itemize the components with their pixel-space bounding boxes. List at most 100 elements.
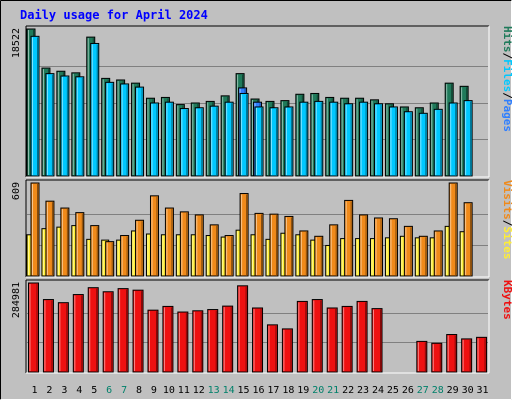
- bar-files-24-body: [374, 103, 384, 177]
- bar-visits-16-body: [254, 212, 264, 277]
- bar-visits-10-body: [164, 207, 174, 277]
- legend-kbytes: KBytes: [501, 280, 512, 320]
- bar-kbytes-24-body: [371, 308, 383, 373]
- bar-visits-29-body: [448, 182, 458, 277]
- bar-visits-14: [224, 235, 234, 277]
- bar-kbytes-15-body: [237, 285, 249, 373]
- bar-visits-9-body: [149, 195, 159, 277]
- bar-kbytes-19-body: [296, 300, 308, 373]
- bar-files-23-body: [359, 101, 369, 177]
- chart-panels: 18522Hits/Files/Pages609Visits/Sites2849…: [11, 25, 512, 396]
- bar-visits-15: [239, 193, 249, 277]
- bar-kbytes-31-body: [476, 336, 488, 373]
- bar-kbytes-1-body: [28, 282, 39, 373]
- x-tick-label-day-3: 3: [61, 385, 67, 396]
- bar-visits-16: [254, 212, 264, 277]
- x-tick-label-day-13: 13: [208, 385, 220, 396]
- bar-visits-20: [314, 235, 324, 277]
- x-tick-label-day-23: 23: [357, 385, 369, 396]
- bar-visits-6: [105, 241, 115, 277]
- bar-files-18: [284, 106, 294, 177]
- bar-kbytes-14-body: [222, 305, 234, 373]
- bar-visits-26: [403, 225, 413, 277]
- bar-visits-8: [135, 219, 145, 277]
- bar-kbytes-7-body: [117, 288, 129, 373]
- x-tick-label-day-29: 29: [447, 385, 459, 396]
- bar-files-6-body: [105, 81, 115, 177]
- bar-files-27: [418, 112, 428, 177]
- bar-kbytes-28: [431, 342, 443, 373]
- y-max-label: 18522: [11, 28, 22, 58]
- x-tick-label-day-16: 16: [252, 385, 264, 396]
- x-tick-label-day-12: 12: [193, 385, 205, 396]
- x-tick-label-day-26: 26: [402, 385, 414, 396]
- bar-files-22: [344, 103, 354, 177]
- bar-visits-25-body: [388, 218, 398, 277]
- bar-visits-17-body: [269, 213, 279, 277]
- bar-visits-24-body: [374, 217, 384, 277]
- bar-kbytes-19: [296, 300, 308, 373]
- bar-visits-17: [269, 213, 279, 277]
- bar-visits-27: [418, 235, 428, 277]
- x-tick-label-day-19: 19: [297, 385, 309, 396]
- x-tick-label-day-11: 11: [178, 385, 190, 396]
- bar-visits-4: [75, 212, 85, 277]
- bar-files-9-body: [149, 102, 159, 177]
- bar-kbytes-4-body: [72, 294, 84, 373]
- bar-files-11-body: [179, 108, 189, 177]
- bar-files-27-body: [418, 112, 428, 177]
- bar-visits-6-body: [105, 241, 115, 277]
- bar-files-28-body: [433, 108, 443, 177]
- bar-files-21-body: [329, 101, 339, 177]
- bar-kbytes-23-body: [356, 300, 368, 373]
- bar-files-16-body: [254, 106, 264, 177]
- bar-kbytes-27: [416, 340, 428, 373]
- bar-files-8: [135, 86, 145, 177]
- bar-visits-29: [448, 182, 458, 277]
- panel-kbytes: 284981 KBytes: [11, 279, 512, 374]
- bar-kbytes-27-body: [416, 340, 428, 373]
- legend-item-files: Files: [501, 59, 512, 92]
- bar-visits-12: [194, 214, 204, 277]
- bar-files-26: [403, 111, 413, 177]
- bar-files-24: [374, 103, 384, 177]
- bar-visits-15-body: [239, 193, 249, 277]
- bar-visits-2: [45, 200, 55, 277]
- bar-files-30: [463, 100, 473, 177]
- x-tick-label-day-5: 5: [91, 385, 97, 396]
- x-tick-label-day-24: 24: [372, 385, 384, 396]
- legend-separator: /: [501, 220, 512, 227]
- bar-visits-26-body: [403, 225, 413, 277]
- bar-visits-12-body: [194, 214, 204, 277]
- bar-files-22-body: [344, 103, 354, 177]
- bar-files-18-body: [284, 106, 294, 177]
- bar-kbytes-7: [117, 288, 129, 373]
- bar-kbytes-15: [237, 285, 249, 373]
- bar-kbytes-16-body: [252, 307, 264, 373]
- bar-visits-13: [209, 224, 219, 277]
- legend-item-pages: Pages: [501, 99, 512, 132]
- x-tick-label-day-10: 10: [163, 385, 175, 396]
- bar-visits-28: [433, 230, 443, 277]
- legend-separator: /: [501, 92, 512, 99]
- bar-kbytes-10: [162, 305, 174, 373]
- bar-visits-23: [359, 214, 369, 277]
- bar-visits-5-body: [90, 225, 100, 277]
- bar-kbytes-13: [207, 309, 219, 373]
- bar-kbytes-6-body: [102, 291, 114, 373]
- x-tick-label-day-14: 14: [223, 385, 235, 396]
- x-tick-label-day-15: 15: [238, 385, 250, 396]
- bar-files-7-body: [120, 83, 130, 177]
- bar-files-13-body: [209, 105, 219, 177]
- bar-files-10-body: [164, 101, 174, 177]
- bar-files-25-body: [388, 106, 398, 177]
- bar-files-9: [149, 102, 159, 177]
- bar-files-26-body: [403, 111, 413, 177]
- panel-visits-sites: 609 Visits/Sites: [11, 179, 512, 278]
- bar-kbytes-23: [356, 300, 368, 373]
- bar-files-3: [60, 75, 70, 177]
- bar-visits-11-body: [179, 211, 189, 277]
- x-tick-label-day-20: 20: [312, 385, 324, 396]
- bar-visits-7: [120, 235, 130, 277]
